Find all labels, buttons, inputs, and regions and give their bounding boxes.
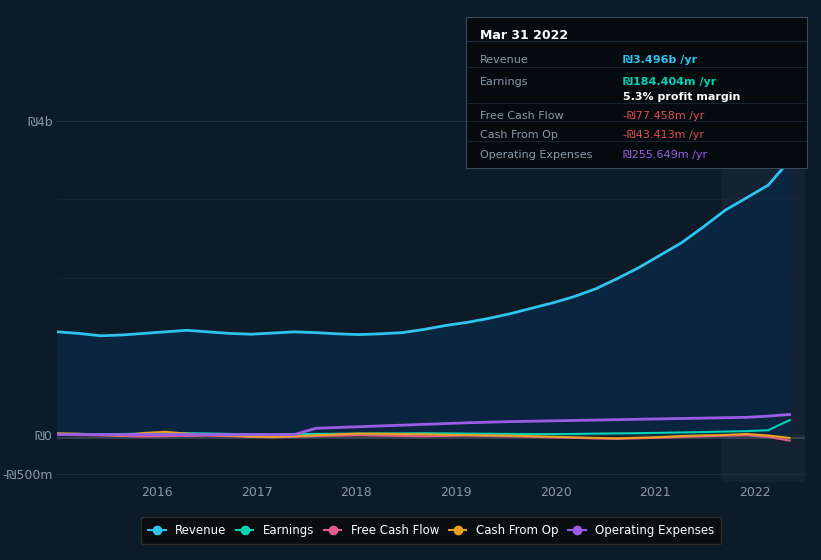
Text: Free Cash Flow: Free Cash Flow [480, 110, 563, 120]
Text: ₪3.496b /yr: ₪3.496b /yr [623, 55, 697, 64]
Text: Earnings: Earnings [480, 77, 529, 87]
Text: -₪77.458m /yr: -₪77.458m /yr [623, 110, 704, 120]
Text: Operating Expenses: Operating Expenses [480, 150, 592, 160]
Text: ₪184.404m /yr: ₪184.404m /yr [623, 77, 716, 87]
Text: ₪255.649m /yr: ₪255.649m /yr [623, 150, 707, 160]
Text: -₪43.413m /yr: -₪43.413m /yr [623, 130, 704, 140]
Text: Revenue: Revenue [480, 55, 529, 64]
Text: Cash From Op: Cash From Op [480, 130, 557, 140]
Text: Mar 31 2022: Mar 31 2022 [480, 29, 568, 42]
Legend: Revenue, Earnings, Free Cash Flow, Cash From Op, Operating Expenses: Revenue, Earnings, Free Cash Flow, Cash … [140, 517, 722, 544]
Bar [722, 90, 805, 482]
Text: 5.3% profit margin: 5.3% profit margin [623, 92, 741, 102]
